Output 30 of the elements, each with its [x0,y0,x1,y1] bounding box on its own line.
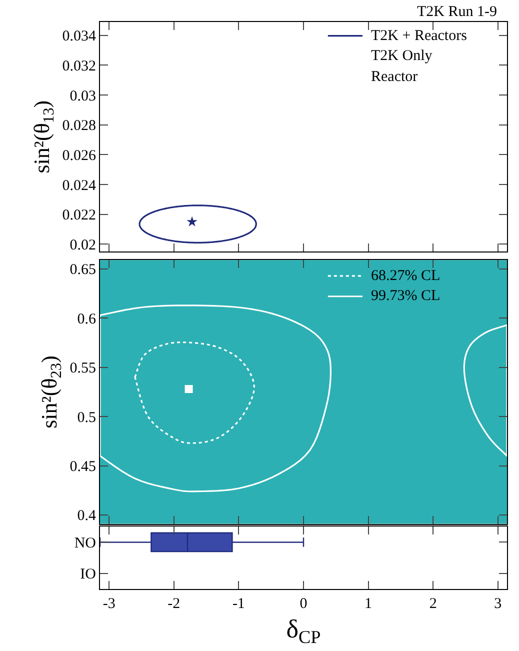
annotation: 68.27% CL [371,268,440,284]
x-tick-label: -3 [102,596,116,612]
x-axis-title: δ$_{CP}$ [286,614,321,648]
annotation: Reactor [371,69,418,85]
y-tick-label: 0.02 [70,237,96,254]
chart-title: T2K Run 1-9 [417,4,497,20]
x-tick-label: 3 [494,596,502,612]
y-tick-label: 0.6 [77,311,96,328]
y-tick-label: 0.022 [62,208,96,224]
y-tick-label: 0.03 [70,88,96,104]
y-tick-label: 0.032 [62,58,96,74]
y-tick-label: 0.034 [62,28,96,45]
annotation: 99.73% CL [371,288,440,304]
y-tick-label: 0.028 [62,118,96,134]
annotation: T2K Only [371,48,433,64]
x-tick-label: 2 [429,596,437,612]
x-tick-label: 1 [364,596,372,612]
x-tick-label: -1 [232,596,245,612]
y-tick-label: IO [80,566,96,583]
y-tick-label: 0.45 [70,459,96,475]
x-tick-label: 0 [300,596,308,612]
y-tick-label: 0.4 [77,508,96,524]
y-tick-label: 0.55 [70,360,96,377]
y-tick-label: NO [74,535,96,552]
x-tick-label: -2 [168,596,180,612]
y-tick-label: 0.65 [70,262,96,278]
y-tick-label: 0.026 [62,148,96,164]
y-tick-label: 0.5 [77,410,96,426]
annotation: T2K + Reactors [371,28,468,44]
y-tick-label: 0.024 [62,178,96,194]
